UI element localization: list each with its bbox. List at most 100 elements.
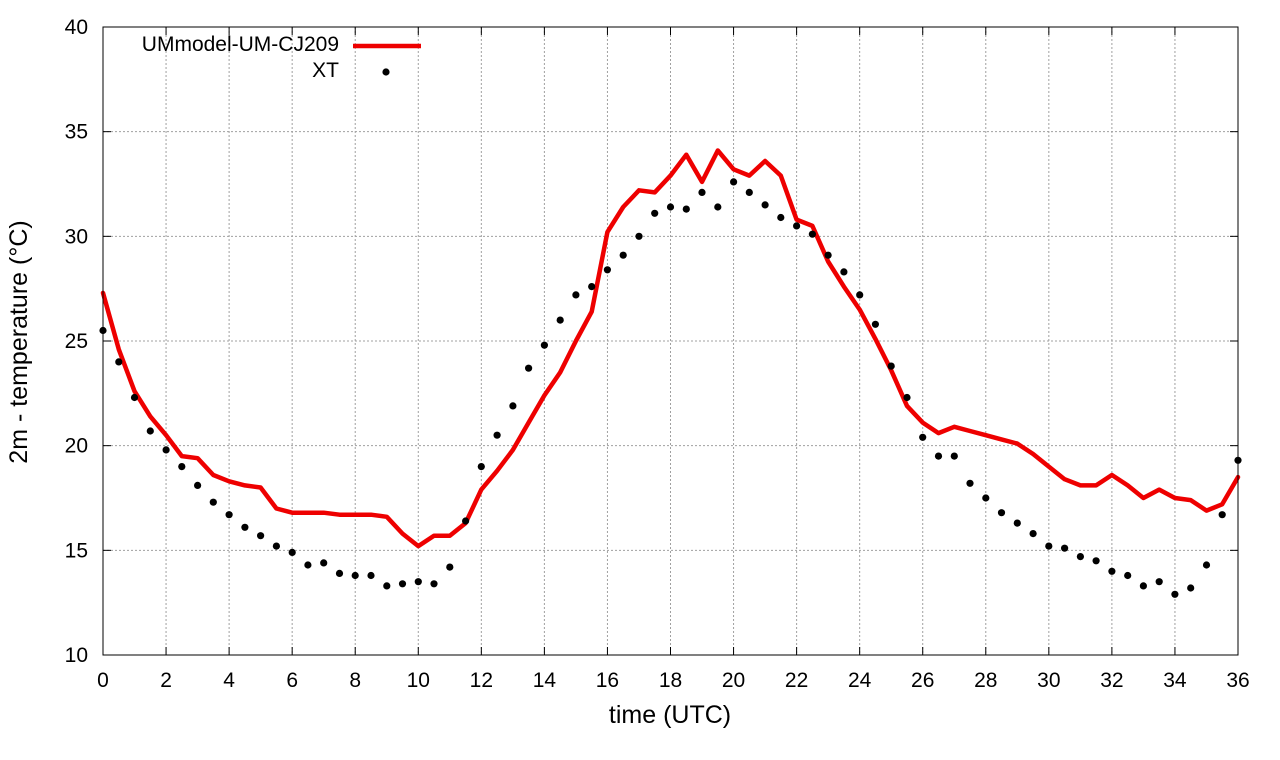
- data-point-xt: [950, 452, 958, 460]
- data-point-xt: [257, 532, 265, 540]
- y-tick-label: 10: [65, 644, 88, 667]
- data-point-xt: [1092, 557, 1100, 565]
- x-tick-label: 0: [97, 669, 109, 692]
- data-point-xt: [1108, 567, 1116, 575]
- x-tick-label: 22: [785, 669, 808, 692]
- y-tick-label: 40: [65, 16, 88, 39]
- data-point-xt: [1202, 561, 1211, 569]
- x-tick-label: 2: [160, 669, 172, 692]
- data-point-xt: [871, 320, 880, 328]
- data-point-xt: [824, 251, 832, 259]
- data-point-xt: [367, 571, 375, 580]
- series-layer: [99, 148, 1242, 598]
- x-tick-label: 16: [596, 669, 619, 692]
- data-point-xt: [462, 517, 470, 525]
- data-point-xt: [1013, 519, 1021, 527]
- data-point-xt: [1218, 511, 1226, 519]
- data-point-xt: [115, 358, 123, 366]
- legend: UMmodel-UM-CJ209 XT: [142, 33, 421, 82]
- data-point-xt: [556, 316, 564, 324]
- data-point-xt: [1061, 544, 1069, 552]
- data-point-xt: [383, 582, 391, 590]
- data-point-xt: [761, 201, 769, 209]
- x-tick-label: 24: [848, 669, 872, 692]
- x-tick-label: 36: [1226, 669, 1249, 692]
- x-axis-title: time (UTC): [609, 701, 731, 729]
- y-tick-label: 25: [65, 330, 88, 353]
- plot-frame: [102, 26, 1239, 656]
- data-point-xt: [651, 209, 659, 217]
- data-point-xt: [335, 569, 344, 578]
- data-point-xt: [714, 203, 722, 211]
- data-point-xt: [477, 463, 485, 471]
- data-point-xt: [446, 563, 454, 571]
- x-tick-label: 12: [470, 669, 493, 692]
- data-point-xt: [351, 571, 359, 580]
- data-point-xt: [730, 178, 738, 186]
- data-point-xt: [130, 393, 139, 402]
- data-point-xt: [430, 580, 438, 588]
- data-point-xt: [146, 427, 154, 435]
- data-point-xt: [1155, 578, 1163, 586]
- data-point-xt: [1171, 590, 1179, 598]
- data-point-xt: [808, 230, 817, 238]
- data-point-xt: [241, 523, 249, 531]
- data-point-xt: [320, 559, 328, 567]
- x-tick-label: 30: [1037, 669, 1060, 692]
- data-point-xt: [1029, 530, 1037, 538]
- data-point-xt: [1187, 584, 1195, 592]
- x-tick-label: 34: [1163, 669, 1187, 692]
- data-point-xt: [525, 364, 533, 372]
- axis-ticks: [102, 26, 1239, 656]
- data-point-xt: [509, 402, 517, 410]
- x-tick-label: 18: [659, 669, 682, 692]
- data-point-xt: [887, 362, 895, 370]
- x-tick-label: 32: [1100, 669, 1123, 692]
- x-tick-label: 14: [533, 669, 557, 692]
- data-point-xt: [493, 431, 501, 439]
- data-point-xt: [414, 578, 422, 586]
- legend-label-model: UMmodel-UM-CJ209: [142, 33, 339, 56]
- data-point-xt: [919, 433, 927, 441]
- data-point-xt: [1139, 582, 1147, 590]
- y-tick-label: 20: [65, 435, 88, 458]
- data-point-xt: [209, 498, 217, 506]
- data-point-xt: [588, 283, 596, 291]
- data-point-xt: [225, 511, 233, 519]
- grid-lines: [103, 27, 1238, 655]
- data-point-xt: [540, 341, 549, 349]
- y-tick-labels: 10 15 20 25 30 35 40: [65, 16, 88, 667]
- data-point-xt: [162, 446, 170, 454]
- data-point-xt: [1076, 553, 1084, 561]
- data-point-xt: [777, 213, 785, 222]
- data-point-xt: [572, 291, 580, 299]
- legend-swatch-xt: [382, 68, 390, 76]
- data-point-xt: [666, 203, 675, 211]
- data-point-xt: [398, 580, 407, 588]
- data-point-xt: [856, 291, 864, 299]
- data-point-xt: [194, 481, 202, 489]
- x-tick-labels: 0 2 4 6 8 10 12 14 16 18 20 22 24 26 28 30 32 34 36: [97, 669, 1250, 692]
- data-point-xt: [966, 479, 974, 487]
- data-point-xt: [934, 452, 943, 460]
- data-point-xt: [304, 561, 312, 569]
- data-point-xt: [288, 548, 296, 557]
- data-point-xt: [997, 509, 1006, 517]
- data-point-xt: [178, 463, 186, 471]
- x-tick-label: 4: [223, 669, 235, 692]
- x-tick-label: 8: [349, 669, 361, 692]
- data-point-xt: [793, 222, 801, 230]
- y-axis-title: 2m - temperature (°C): [5, 220, 33, 463]
- x-tick-label: 26: [911, 669, 934, 692]
- x-tick-label: 20: [722, 669, 745, 692]
- data-point-xt: [635, 232, 643, 240]
- x-tick-label: 6: [286, 669, 298, 692]
- data-point-xt: [982, 494, 990, 502]
- data-point-xt: [903, 393, 911, 402]
- data-point-xt: [603, 266, 612, 274]
- data-point-xt: [745, 188, 753, 196]
- data-point-xt: [1045, 542, 1053, 550]
- data-point-xt: [1124, 571, 1132, 580]
- x-tick-label: 10: [407, 669, 430, 692]
